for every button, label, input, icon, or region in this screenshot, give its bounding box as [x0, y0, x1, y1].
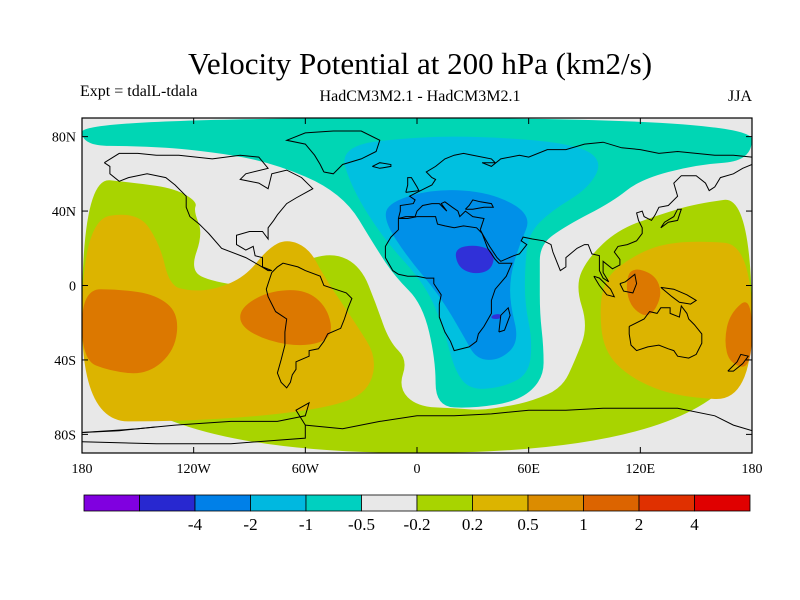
colorbar-swatch [250, 494, 307, 512]
coastline-segment [593, 275, 616, 298]
lon-tick-label: 120W [177, 462, 212, 477]
season-label: JJA [727, 88, 752, 105]
contour-region-level-7 [82, 289, 178, 374]
lon-tick-label: 60E [517, 462, 540, 477]
lat-tick-label: 40S [54, 354, 76, 369]
colorbar-swatch [305, 494, 362, 512]
map-title: Velocity Potential at 200 hPa (km2/s) [187, 46, 653, 81]
coastline-segment [465, 199, 495, 210]
contour-region-level-4 [455, 245, 494, 274]
colorbar-swatch [194, 494, 251, 512]
coastline-segment [265, 262, 353, 389]
lon-tick-label: 0 [414, 462, 421, 477]
coastline-segment [628, 304, 703, 359]
lat-tick-label: 0 [69, 280, 76, 295]
coastline-segment [727, 353, 750, 372]
lat-tick-label: 40N [52, 205, 76, 220]
colorbar-swatch [139, 494, 196, 512]
lon-tick-label: 60W [292, 462, 320, 477]
colorbar-label: 0.2 [462, 515, 483, 534]
lat-tick-label: 80N [52, 131, 76, 146]
coastline-segment [305, 407, 752, 432]
colorbar-label: -2 [243, 515, 257, 534]
coastline-segment [498, 306, 511, 333]
coastline-segment [398, 201, 485, 230]
colorbar-swatch [361, 494, 418, 512]
coastline-segment [405, 177, 420, 193]
coastline-segment [82, 401, 310, 445]
model-subtitle: HadCM3M2.1 - HadCM3M2.1 [319, 88, 521, 105]
colorbar-swatch [527, 494, 584, 512]
contour-region-level-7 [240, 290, 331, 346]
coastline-segment [479, 164, 752, 283]
coastline-segment [104, 152, 314, 272]
coastline-segment [660, 208, 682, 229]
contour-region-level-7 [725, 302, 752, 367]
colorbar: -4 -2 -1 -0.5 -0.2 0.2 0.5 1 2 4 [83, 494, 751, 534]
experiment-label: Expt = tdalL-tdala [80, 83, 198, 100]
lat-tick-label: 80S [54, 428, 76, 443]
contour-region-level-6 [82, 214, 374, 422]
coastline-segment [284, 130, 381, 175]
colorbar-swatch [83, 494, 140, 512]
map-axes: 80N 40N 0 40S 80S 180 120W 60W 0 60E 120E 180 [52, 118, 763, 477]
colorbar-label: 0.5 [517, 515, 538, 534]
lon-tick-label: 120E [626, 462, 656, 477]
coastline-segment [384, 216, 513, 352]
contour-region-level-7 [626, 269, 661, 316]
coastline-segment [372, 162, 392, 169]
colorbar-label: -0.2 [404, 515, 431, 534]
coastlines [82, 130, 752, 445]
colorbar-swatch [472, 494, 529, 512]
colorbar-swatch [694, 494, 751, 512]
colorbar-label: -4 [188, 515, 203, 534]
colorbar-label: -0.5 [348, 515, 375, 534]
colorbar-label: 4 [690, 515, 699, 534]
colorbar-swatch [583, 494, 640, 512]
lon-tick-label: 180 [742, 462, 763, 477]
coastline-segment [660, 286, 698, 305]
colorbar-swatch [416, 494, 473, 512]
coastline-segment [397, 141, 752, 219]
lon-tick-label: 180 [72, 462, 93, 477]
colorbar-label: 2 [635, 515, 644, 534]
coastline-segment [619, 273, 638, 294]
colorbar-swatch [638, 494, 695, 512]
contour-region-level-4 [491, 314, 501, 319]
colorbar-label: -1 [299, 515, 313, 534]
contour-fields [82, 118, 752, 453]
colorbar-label: 1 [579, 515, 588, 534]
